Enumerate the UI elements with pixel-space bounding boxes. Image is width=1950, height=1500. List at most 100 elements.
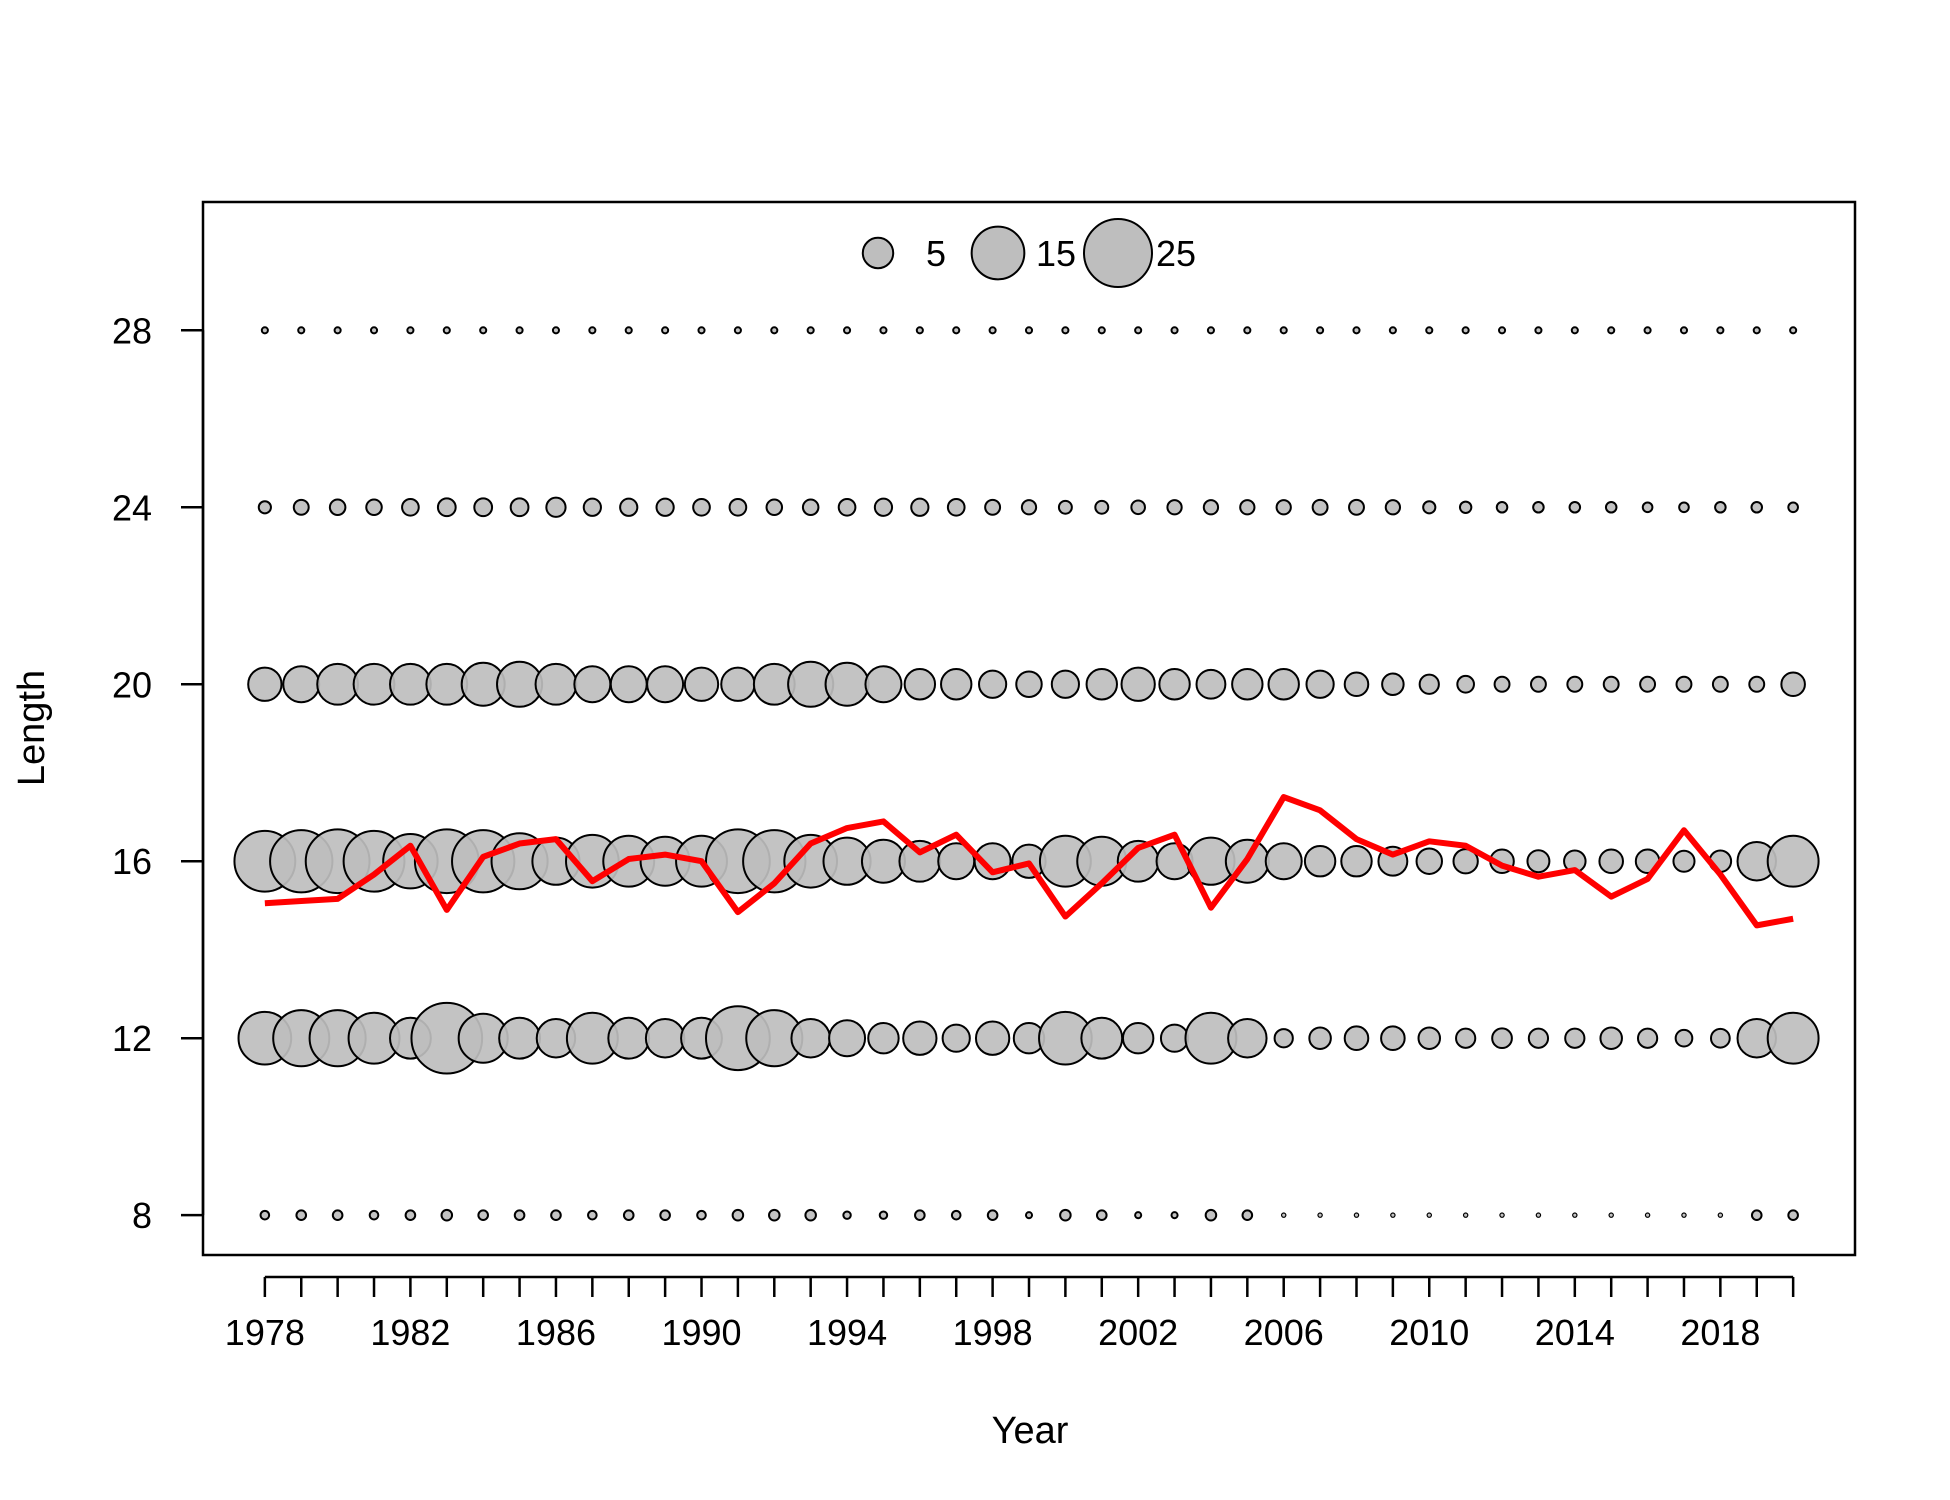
bubble-point [1607,326,1616,335]
bubble-point [1353,1212,1360,1218]
bubble-point [551,326,561,335]
bubble-point [401,497,420,517]
x-tick-label: 2018 [1680,1312,1760,1353]
bubble-point [1343,1025,1370,1051]
bubble-point [903,668,937,701]
bubble-point [1243,326,1252,335]
legend-label: 5 [926,233,946,274]
bubble-point [646,665,685,704]
bubble-point [473,497,494,518]
bubble-point [1639,675,1657,693]
bubble-point [295,1209,308,1221]
bubble-point [1636,1027,1659,1049]
bubble-point [1264,842,1303,881]
bubble-point [333,326,342,335]
bubble-point [801,498,820,517]
bubble-point [1308,1026,1332,1050]
bubble-point [1766,834,1820,888]
bubble-point [609,665,648,704]
plot-frame [201,200,1857,1257]
legend: 5 15 25 [861,218,1196,288]
bubble-point [806,326,815,335]
legend-label: 15 [1036,233,1076,274]
bubble-point [867,1022,900,1055]
x-tick-label: 1994 [807,1312,887,1353]
bubble-point [1134,326,1143,335]
bubble-point [588,326,597,335]
y-tick-label: 16 [112,841,152,882]
bubble-point [1456,674,1475,694]
y-axis-title: Length [11,670,53,786]
mean-length-line-layer [264,794,1794,929]
bubble-point [1024,326,1034,335]
bubble-point [733,326,742,335]
bubble-point [498,1016,541,1060]
bubble-point [946,497,966,517]
bubble-point [1780,671,1806,698]
bubble-layer [233,326,1820,1222]
bubble-point [1426,1212,1433,1218]
bubble-point [389,662,432,706]
mean-length-line [264,794,1794,929]
bubble-point [1061,326,1070,335]
bubble-point [878,1210,889,1220]
bubble-point [768,1208,781,1222]
bubble-point [683,666,720,702]
x-tick-label: 2006 [1244,1312,1324,1353]
bubble-point [1568,501,1582,514]
bubble-point [1158,668,1191,701]
bubble-point [1748,675,1766,693]
bubble-point [765,498,784,517]
bubble-point [573,665,612,704]
bubble-point [1085,668,1118,701]
legend-bubble [1083,218,1153,288]
legend-bubble [861,236,895,270]
bubble-point [550,1209,562,1221]
bubble-point [365,498,383,517]
bubble-point [369,326,379,335]
bubble-point [770,326,779,335]
bubble-point [1380,1025,1406,1051]
bubble-point [1120,666,1156,702]
bubble-point [978,669,1008,699]
bubble-point [1343,671,1370,698]
x-tick-label: 1986 [516,1312,596,1353]
x-tick-label: 2010 [1389,1312,1469,1353]
bubble-point [1717,1212,1724,1218]
x-tick-label: 1982 [370,1312,450,1353]
bubble-point [915,326,924,335]
bubble-point [1170,326,1179,335]
bubble-point [247,666,283,702]
bubble-point [513,1209,526,1221]
bubble-point [1134,1211,1143,1220]
bubble-point [1130,499,1146,516]
bubble-point [1787,501,1799,514]
bubble-point [696,1209,707,1221]
bubble-point [1280,1212,1287,1218]
bubble-point [477,1209,489,1221]
bubble-point [731,1208,745,1222]
bubble-point [328,498,347,517]
bubble-point [644,1017,686,1059]
bubble-point [1015,670,1043,698]
bubble-point [1674,1028,1694,1048]
bubble-point [1415,847,1443,875]
bubble-point [1279,326,1288,335]
bubble-point [873,497,894,517]
y-tick-label: 24 [112,487,152,528]
bubble-point [974,1020,1011,1056]
bubble-point [582,497,602,517]
bubble-point [352,662,396,706]
bubble-point [843,326,852,335]
bubble-point [1080,1016,1124,1060]
bubble-point [986,1209,999,1221]
bubble-point [1381,672,1405,697]
bubble-point [1458,500,1473,514]
bubble-point [1275,499,1292,516]
bubble-point [1227,1017,1268,1059]
bubble-point [1273,1028,1294,1049]
bubble-point [440,1208,454,1222]
bubble-point [1672,849,1696,873]
bubble-point [1535,1212,1542,1218]
x-tick-label: 2014 [1535,1312,1615,1353]
